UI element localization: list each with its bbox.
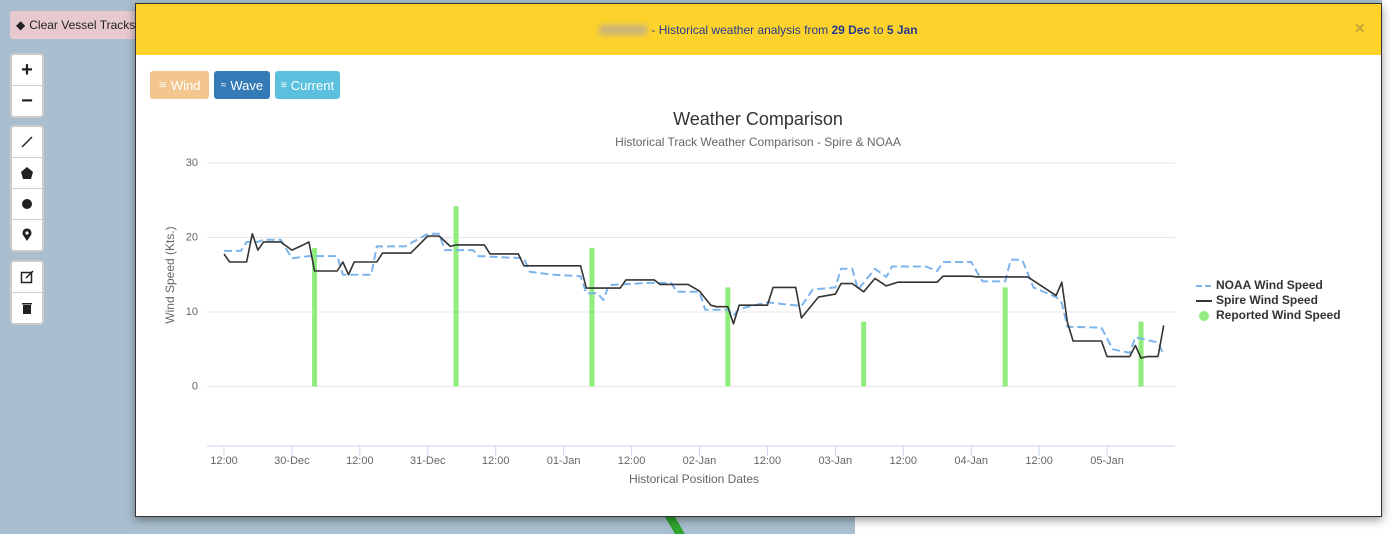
- x-tick-label: 05-Jan: [1090, 455, 1124, 467]
- wind-button[interactable]: ≋ Wind: [150, 71, 209, 99]
- x-tick-label: 31-Dec: [410, 455, 446, 467]
- y-tick-label: 30: [186, 157, 198, 169]
- bar: [589, 247, 595, 387]
- legend-label: NOAA Wind Speed: [1216, 278, 1323, 292]
- series-line: [224, 232, 1165, 355]
- bar: [725, 287, 731, 387]
- x-tick-label: 12:00: [210, 455, 238, 467]
- header-end: 5 Jan: [886, 22, 918, 37]
- current-label: Current: [290, 77, 335, 93]
- zoom-out[interactable]: −: [21, 89, 33, 112]
- bar: [861, 321, 867, 387]
- y-axis-title: Wind Speed (Kts.): [163, 226, 177, 323]
- delete-layers[interactable]: [12, 293, 42, 323]
- y-tick-label: 10: [186, 306, 198, 318]
- bar: [1002, 287, 1008, 387]
- draw-toolbar: [10, 125, 44, 252]
- edit-layers[interactable]: [12, 262, 42, 293]
- series-line: [223, 233, 1165, 359]
- x-tick-label: 01-Jan: [547, 455, 581, 467]
- legend-label: Reported Wind Speed: [1216, 308, 1341, 322]
- modal: - Historical weather analysis from 29 De…: [135, 3, 1382, 517]
- bar: [1138, 321, 1144, 387]
- zoom-control: + −: [10, 53, 44, 118]
- header-middle: to: [870, 22, 887, 37]
- legend-label: Spire Wind Speed: [1216, 293, 1318, 307]
- x-tick-label: 12:00: [346, 455, 374, 467]
- wave-button[interactable]: ≈ Wave: [214, 71, 270, 99]
- draw-circle[interactable]: [12, 189, 42, 220]
- x-tick-label: 04-Jan: [954, 455, 988, 467]
- draw-polygon[interactable]: [12, 158, 42, 189]
- wave-label: Wave: [230, 77, 264, 93]
- chart-subtitle: Historical Track Weather Comparison - Sp…: [615, 135, 901, 149]
- x-tick-label: 03-Jan: [819, 455, 853, 467]
- bottom-panel: [855, 517, 1396, 534]
- bar: [312, 247, 318, 387]
- draw-marker[interactable]: [12, 220, 42, 250]
- modal-header: - Historical weather analysis from 29 De…: [136, 4, 1381, 55]
- x-tick-label: 12:00: [482, 455, 510, 467]
- close-button[interactable]: ×: [1354, 18, 1365, 38]
- edit-toolbar: [10, 260, 44, 325]
- current-button[interactable]: ≡ Current: [275, 71, 340, 99]
- draw-line[interactable]: [12, 127, 42, 158]
- y-tick-label: 0: [192, 380, 198, 392]
- bar: [453, 206, 459, 387]
- side-panel: [1382, 0, 1396, 534]
- x-tick-label: 12:00: [890, 455, 918, 467]
- header-text: - Historical weather analysis from: [651, 22, 832, 37]
- zoom-in[interactable]: +: [12, 55, 42, 86]
- x-tick-label: 12:00: [1025, 455, 1053, 467]
- clear-tracks-button[interactable]: ◆ Clear Vessel Tracks: [10, 11, 142, 39]
- track: [655, 517, 695, 534]
- x-tick-label: 02-Jan: [683, 455, 717, 467]
- clear-tracks-label: Clear Vessel Tracks: [29, 18, 136, 32]
- x-tick-label: 12:00: [754, 455, 782, 467]
- header-start: 29 Dec: [831, 22, 871, 37]
- x-axis-title: Historical Position Dates: [629, 472, 759, 486]
- vessel-name-blurred: [599, 24, 648, 35]
- x-tick-label: 30-Dec: [274, 455, 310, 467]
- y-tick-label: 20: [186, 231, 198, 243]
- legend-symbol: [1199, 311, 1209, 321]
- chart-title: Weather Comparison: [673, 109, 843, 129]
- x-tick-label: 12:00: [618, 455, 646, 467]
- wind-label: Wind: [170, 77, 201, 93]
